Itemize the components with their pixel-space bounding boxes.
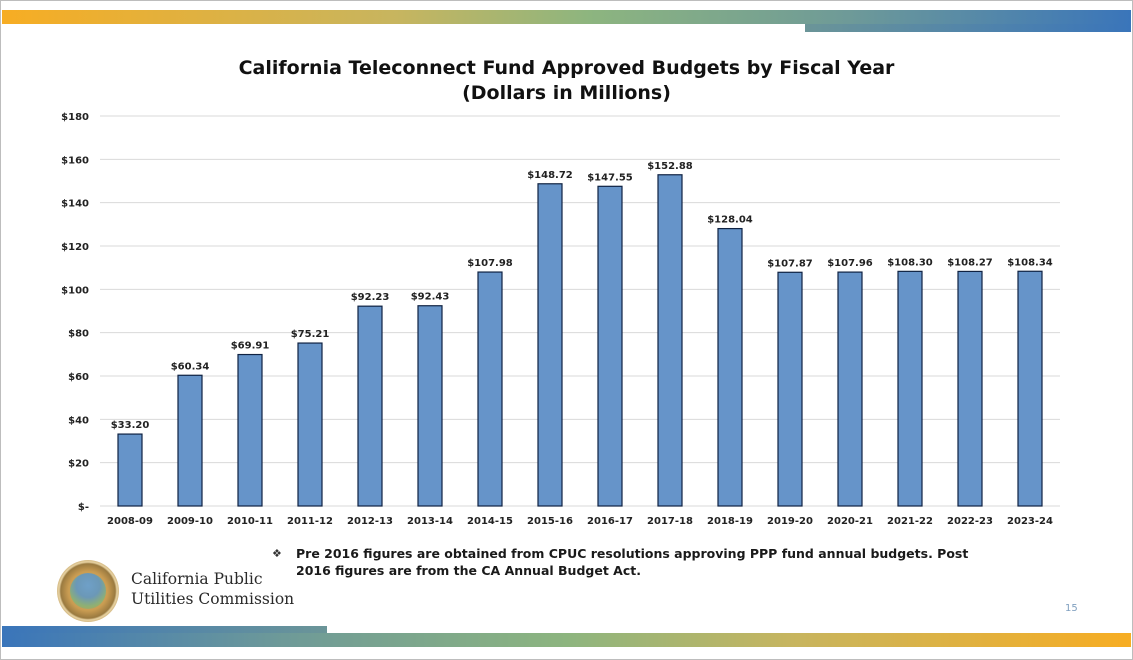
bar xyxy=(597,185,623,507)
x-tick-label: 2019-20 xyxy=(767,516,813,527)
bar xyxy=(477,271,503,507)
organization-name: California Public Utilities Commission xyxy=(131,569,294,609)
x-tick-label: 2018-19 xyxy=(707,516,753,527)
data-label: $147.55 xyxy=(587,172,633,183)
bar xyxy=(777,271,803,507)
x-tick-label: 2022-23 xyxy=(947,516,993,527)
x-tick-label: 2013-14 xyxy=(407,516,453,527)
data-label: $108.34 xyxy=(1007,257,1053,268)
bar xyxy=(357,305,383,507)
x-tick-label: 2016-17 xyxy=(587,516,633,527)
y-tick-label: $180 xyxy=(61,112,89,123)
x-tick-label: 2010-11 xyxy=(227,516,273,527)
bar xyxy=(897,270,923,507)
data-label: $107.98 xyxy=(467,258,513,269)
footnote-text: Pre 2016 figures are obtained from CPUC … xyxy=(296,546,969,578)
bar xyxy=(1017,270,1043,507)
bar xyxy=(237,353,263,507)
x-axis-tick-labels: 2008-09 2009-10 2010-11 2011-12 2012-13 2013-… xyxy=(107,516,1053,527)
diamond-bullet-icon: ❖ xyxy=(272,547,282,560)
data-label: $108.30 xyxy=(887,257,933,268)
header-band-accent xyxy=(805,24,1131,32)
data-label: $107.87 xyxy=(767,258,813,269)
x-tick-label: 2023-24 xyxy=(1007,516,1053,527)
x-tick-label: 2011-12 xyxy=(287,516,333,527)
y-tick-label: $100 xyxy=(61,285,89,296)
data-label: $69.91 xyxy=(231,341,270,352)
data-label: $108.27 xyxy=(947,257,993,268)
data-label: $128.04 xyxy=(707,215,753,226)
y-tick-label: $140 xyxy=(61,199,89,210)
bar xyxy=(957,270,983,507)
bar xyxy=(297,342,323,507)
bar xyxy=(117,433,143,507)
x-tick-label: 2012-13 xyxy=(347,516,393,527)
org-name-line1: California Public xyxy=(131,570,263,588)
bars xyxy=(117,174,1043,507)
data-label: $92.43 xyxy=(411,292,450,303)
y-tick-label: $80 xyxy=(68,329,89,340)
footer-band-accent xyxy=(2,626,327,634)
bar xyxy=(417,305,443,507)
y-tick-label: $40 xyxy=(68,415,89,426)
x-tick-label: 2017-18 xyxy=(647,516,693,527)
cpuc-seal-logo xyxy=(57,560,119,622)
data-label: $60.34 xyxy=(171,361,210,372)
data-label: $152.88 xyxy=(647,161,693,172)
data-label: $148.72 xyxy=(527,170,573,181)
data-label: $92.23 xyxy=(351,292,390,303)
y-tick-label: $120 xyxy=(61,242,89,253)
x-tick-label: 2020-21 xyxy=(827,516,873,527)
bar xyxy=(717,227,743,507)
bar xyxy=(657,174,683,507)
seal-center-icon xyxy=(70,573,106,609)
y-tick-label: $20 xyxy=(68,459,89,470)
data-label: $75.21 xyxy=(291,329,330,340)
y-tick-label: $- xyxy=(78,502,89,513)
y-tick-label: $160 xyxy=(61,155,89,166)
header-gradient-band xyxy=(2,10,1131,24)
x-tick-label: 2021-22 xyxy=(887,516,933,527)
bar-chart: $- $20 $40 $60 $80 $100 $120 $140 $160 $180 $33.2… xyxy=(61,112,1060,527)
x-tick-label: 2009-10 xyxy=(167,516,213,527)
org-name-line2: Utilities Commission xyxy=(131,590,295,608)
x-tick-label: 2014-15 xyxy=(467,516,513,527)
bar xyxy=(837,271,863,507)
bar xyxy=(537,183,563,507)
bar xyxy=(177,374,203,507)
y-tick-label: $60 xyxy=(68,372,89,383)
chart-title: California Teleconnect Fund Approved Bud… xyxy=(238,57,895,79)
data-labels: $33.20 $60.34 $69.91 $75.21 $92.23 $92.43 $107… xyxy=(111,161,1053,431)
x-tick-label: 2008-09 xyxy=(107,516,153,527)
x-tick-label: 2015-16 xyxy=(527,516,573,527)
data-label: $107.96 xyxy=(827,258,873,269)
data-label: $33.20 xyxy=(111,420,150,431)
chart-subtitle: (Dollars in Millions) xyxy=(462,82,671,104)
page-number: 15 xyxy=(1065,603,1078,614)
footer-gradient-band xyxy=(2,633,1131,647)
y-axis-tick-labels: $- $20 $40 $60 $80 $100 $120 $140 $160 $180 xyxy=(61,112,89,513)
